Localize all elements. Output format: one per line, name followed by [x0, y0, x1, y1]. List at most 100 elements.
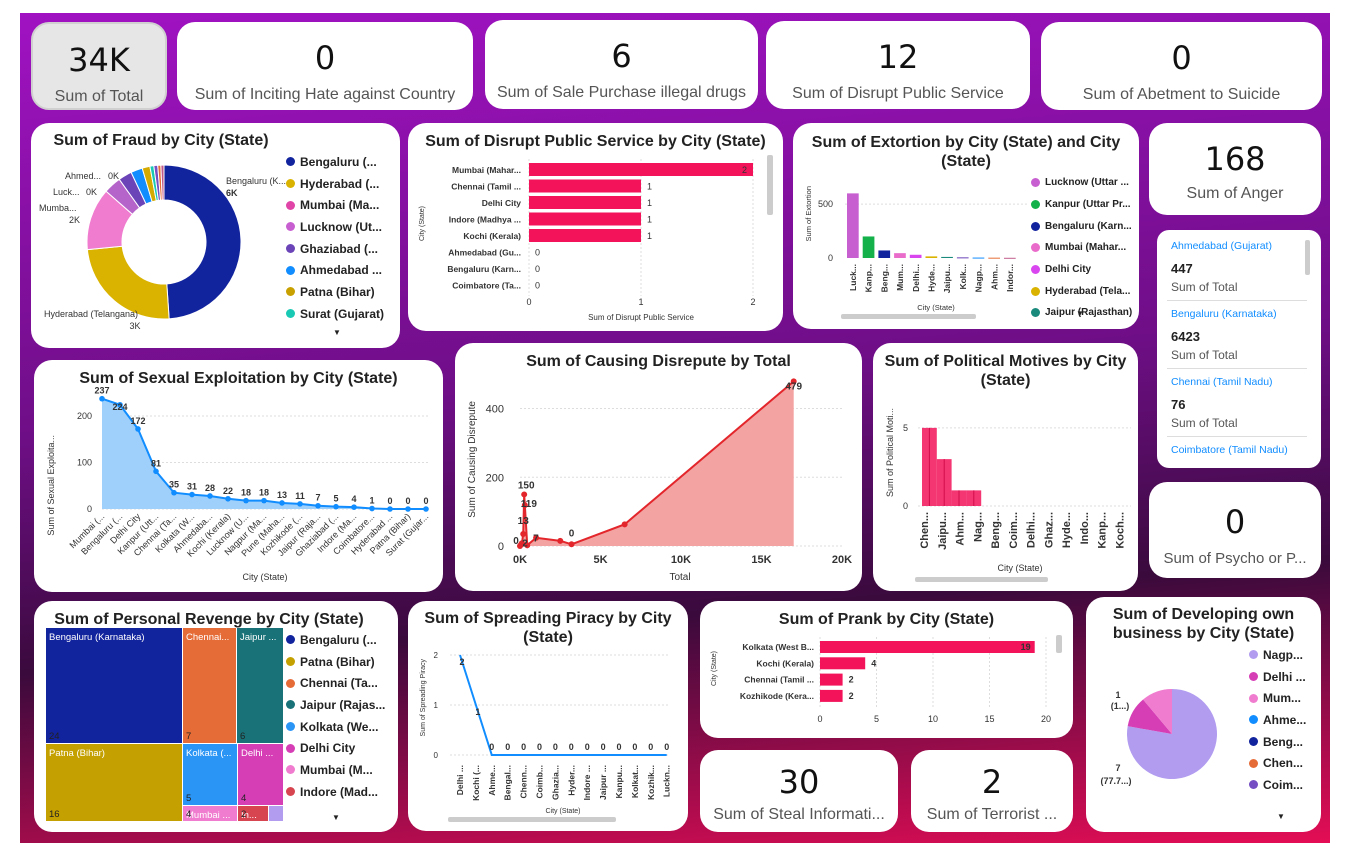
legend-item[interactable]: Beng... — [1249, 731, 1306, 753]
legend-item[interactable]: Coim... — [1249, 774, 1306, 796]
legend-item[interactable]: Lucknow (Uttar ... — [1031, 172, 1132, 194]
chevron-down-icon[interactable]: ▼ — [333, 328, 341, 337]
kpi-illegal-drugs-card[interactable]: 6 Sum of Sale Purchase illegal drugs — [485, 20, 758, 109]
legend-item[interactable]: Indore (Mad... — [286, 781, 385, 803]
legend-item[interactable]: Bengaluru (Karn... — [1031, 215, 1132, 237]
legend-item[interactable]: Patna (Bihar) — [286, 281, 384, 303]
list-item[interactable]: Coimbatore (Tamil Nadu) — [1171, 444, 1288, 456]
y-axis-title: Sum of Sexual Exploita... — [46, 435, 56, 536]
treemap-cell[interactable]: Chennai... 7 — [183, 628, 236, 743]
chevron-down-icon[interactable]: ▼ — [1277, 812, 1285, 821]
x-tick-label: Indo... — [1079, 512, 1091, 544]
x-axis-title: Total — [669, 572, 690, 583]
kpi-anger-card[interactable]: 168 Sum of Anger — [1149, 123, 1321, 215]
legend-item[interactable]: Delhi ... — [1249, 666, 1306, 688]
legend-item[interactable]: Bengaluru (... — [286, 629, 385, 651]
x-tick-label: 20 — [1041, 714, 1051, 724]
legend-item[interactable]: Ahme... — [1249, 709, 1306, 731]
legend-item[interactable]: Bengaluru (... — [286, 151, 384, 173]
legend-marker — [1249, 672, 1258, 682]
legend-marker — [286, 722, 295, 732]
treemap-cell[interactable]: Mumbai ... 4 — [183, 806, 237, 821]
kpi-psycho-card[interactable]: 0 Sum of Psycho or P... — [1149, 482, 1321, 578]
legend-item[interactable]: Mum... — [1249, 687, 1306, 709]
scrollbar[interactable] — [1305, 240, 1310, 275]
data-label: 11 — [295, 491, 305, 501]
legend-item[interactable]: Mumbai (Ma... — [286, 194, 384, 216]
legend-item[interactable]: Mumbai (M... — [286, 759, 385, 781]
data-point — [423, 506, 429, 512]
legend-item[interactable]: Ghaziabad (... — [286, 238, 384, 260]
cell-value: 5 — [186, 793, 192, 804]
legend-item[interactable]: Patna (Bihar) — [286, 651, 385, 673]
legend-item[interactable]: Ahmedabad ... — [286, 259, 384, 281]
legend-marker — [1031, 286, 1040, 296]
data-point — [315, 502, 321, 509]
x-tick-label: 1 — [638, 297, 643, 307]
legend-item[interactable]: Jaipur (Rajasthan) — [1031, 302, 1132, 324]
treemap-cell[interactable] — [269, 806, 283, 821]
legend-label: Kolkata (We... — [300, 719, 379, 734]
legend-item[interactable]: Hyderabad (... — [286, 173, 384, 195]
legend-label: Hyderabad (... — [300, 176, 380, 191]
legend-marker — [286, 222, 295, 232]
legend-label: Indore (Mad... — [300, 784, 378, 799]
city-name: Ahmedabad (Gujarat) — [1171, 240, 1272, 252]
legend-item[interactable]: Surat (Gujarat) — [286, 303, 384, 325]
legend-label: Mumbai (Ma... — [300, 198, 380, 213]
legend-item[interactable]: Delhi City — [286, 737, 385, 759]
scrollbar[interactable] — [448, 817, 616, 822]
city-total-list[interactable]: Ahmedabad (Gujarat) 447 Sum of Total Ben… — [1157, 230, 1321, 468]
legend-item[interactable]: Kolkata (We... — [286, 716, 385, 738]
prank-chart-card: Sum of Prank by City (State) 0 5 10 15 20 Kol… — [700, 601, 1073, 738]
legend-item[interactable]: Kanpur (Uttar Pr... — [1031, 194, 1132, 216]
scrollbar[interactable] — [915, 577, 1048, 582]
legend-marker — [286, 157, 295, 167]
kpi-total-card[interactable]: 34K Sum of Total — [31, 22, 167, 110]
x-tick-label: Nagp... — [974, 264, 984, 292]
kpi-abetment-card[interactable]: 0 Sum of Abetment to Suicide — [1041, 22, 1322, 110]
data-point — [521, 491, 528, 498]
cell-label: Bengaluru (Karnataka) — [49, 632, 145, 643]
chevron-down-icon[interactable]: ▼ — [1076, 309, 1084, 318]
legend-label: Chen... — [1263, 756, 1304, 771]
treemap-cell[interactable]: Patna (Bihar) 16 — [46, 744, 182, 821]
legend-item[interactable]: Chen... — [1249, 752, 1306, 774]
data-label: 1 — [647, 182, 652, 192]
donut-slice — [160, 164, 165, 201]
scrollbar[interactable] — [1056, 635, 1062, 653]
list-divider — [1167, 368, 1307, 369]
treemap-cell[interactable]: Delhi ... 4 — [238, 744, 283, 805]
scrollbar[interactable] — [841, 314, 976, 319]
list-item[interactable]: Chennai (Tamil Nadu) 76 Sum of Total — [1171, 376, 1273, 430]
list-item[interactable]: Ahmedabad (Gujarat) 447 Sum of Total — [1171, 240, 1272, 294]
treemap-cell[interactable]: In... 2 — [238, 806, 268, 821]
kpi-inciting-hate-card[interactable]: 0 Sum of Inciting Hate against Country — [177, 22, 473, 110]
legend-item[interactable]: Mumbai (Mahar... — [1031, 237, 1132, 259]
treemap-cell[interactable]: Kolkata (... 5 — [183, 744, 237, 805]
legend-item[interactable]: Hyderabad (Tela... — [1031, 280, 1132, 302]
legend-marker — [286, 265, 295, 275]
bar — [988, 257, 1000, 259]
bar — [529, 212, 641, 226]
legend-item[interactable]: Lucknow (Ut... — [286, 216, 384, 238]
data-label: 0 — [601, 742, 606, 752]
list-item[interactable]: Bengaluru (Karnataka) 6423 Sum of Total — [1171, 308, 1277, 362]
y-tick-label: Kozhikode (Kera... — [740, 691, 814, 701]
legend-item[interactable]: Jaipur (Rajas... — [286, 694, 385, 716]
legend-item[interactable]: Chennai (Ta... — [286, 672, 385, 694]
scrollbar[interactable] — [767, 155, 773, 215]
legend-marker — [286, 179, 295, 189]
treemap-cell[interactable]: Jaipur ... 6 — [237, 628, 283, 743]
legend-item[interactable]: Nagp... — [1249, 644, 1306, 666]
kpi-disrupt-card[interactable]: 12 Sum of Disrupt Public Service — [766, 21, 1030, 109]
treemap-cell[interactable]: Bengaluru (Karnataka) 24 — [46, 628, 182, 743]
data-label: 18 — [259, 488, 269, 498]
kpi-terrorist-card[interactable]: 2 Sum of Terrorist ... — [911, 750, 1073, 832]
city-name: Chennai (Tamil Nadu) — [1171, 376, 1273, 388]
legend-marker — [286, 765, 295, 775]
chart-title: Sum of Extortion by City (State) and Cit… — [811, 134, 1121, 170]
legend-item[interactable]: Delhi City — [1031, 259, 1132, 281]
chevron-down-icon[interactable]: ▼ — [332, 813, 340, 822]
kpi-steal-info-card[interactable]: 30 Sum of Steal Informati... — [700, 750, 898, 832]
